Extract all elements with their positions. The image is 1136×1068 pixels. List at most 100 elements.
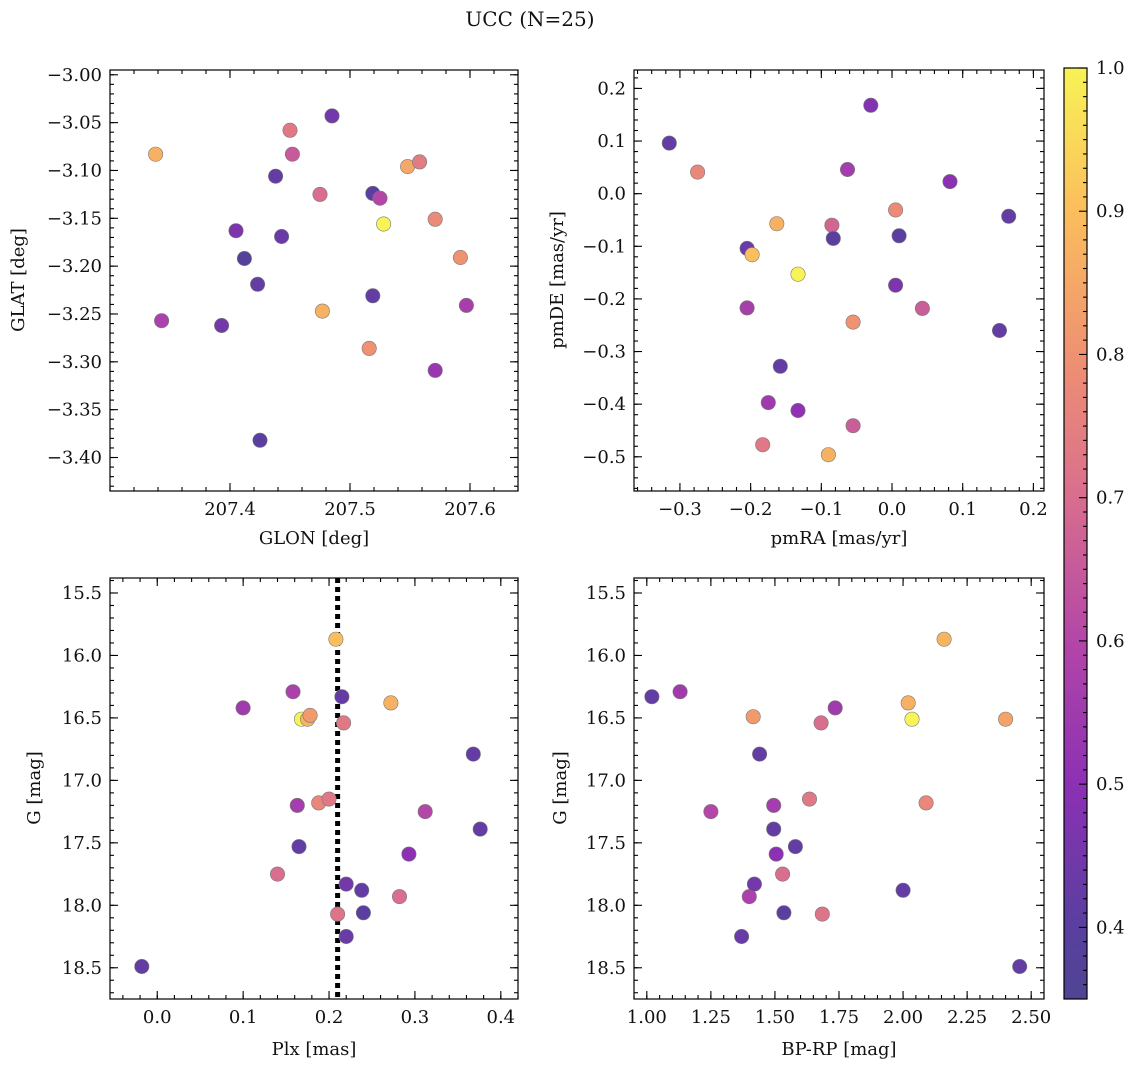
axes-frame: [109, 577, 519, 1000]
x-tick-label: 0.0: [143, 1007, 172, 1028]
x-tick-label: 1.75: [819, 1007, 859, 1028]
data-point: [768, 846, 784, 862]
data-point: [991, 322, 1007, 338]
colorbar-tick-label: 0.8: [1096, 344, 1125, 365]
colorbar-tick-label: 0.9: [1096, 201, 1125, 222]
y-tick-label: −3.30: [47, 352, 102, 373]
scatter-points-glon-glat: [148, 108, 474, 448]
x-tick-label: 0.4: [487, 1007, 516, 1028]
data-point: [745, 709, 761, 725]
data-point: [644, 689, 660, 705]
x-tick-label: 1.00: [627, 1007, 667, 1028]
data-point: [148, 146, 164, 162]
y-tick-label: −3.05: [47, 113, 102, 134]
data-point: [458, 297, 474, 313]
data-point: [769, 216, 785, 232]
y-tick-label: −3.15: [47, 208, 102, 229]
x-tick-label: −0.1: [799, 499, 843, 520]
axes-frame: [109, 69, 519, 492]
y-tick-label: −0.1: [582, 236, 626, 257]
x-tick-label: 0.2: [315, 1007, 344, 1028]
y-tick-label: −0.4: [582, 394, 626, 415]
data-point: [814, 906, 830, 922]
data-point: [361, 340, 377, 356]
data-point: [914, 300, 930, 316]
y-axis-label: G [mag]: [24, 751, 45, 824]
y-tick-label: 18.0: [586, 895, 626, 916]
x-tick-label: 1.25: [691, 1007, 731, 1028]
data-point: [776, 905, 792, 921]
data-point: [452, 250, 468, 266]
y-tick-label: 18.5: [586, 958, 626, 979]
data-point: [918, 795, 934, 811]
axes-frame: [633, 577, 1045, 1000]
y-tick-label: 17.5: [62, 833, 102, 854]
colorbar-tick-label: 0.7: [1096, 488, 1125, 509]
data-point: [417, 804, 433, 820]
axis-ticks: 1.00 1.25 1.50 1.75 2.00 2.25 2.50 15.5 16.0 16.5…: [586, 578, 1051, 1028]
colorbar: 0.4 0.5 0.6 0.7 0.8 0.9 1.0: [1063, 58, 1125, 1000]
data-point: [690, 164, 706, 180]
data-point: [328, 631, 344, 647]
data-point: [365, 288, 381, 304]
data-point: [324, 108, 340, 124]
y-tick-label: −3.00: [47, 65, 102, 86]
axis-ticks: 0.0 0.1 0.2 0.3 0.4 15.5 16.0 16.5 17.0 17.5 18.0 1…: [62, 578, 519, 1028]
x-tick-label: 207.5: [324, 499, 376, 520]
data-point: [252, 432, 268, 448]
data-point: [891, 228, 907, 244]
scatter-points-pmra-pmde: [661, 97, 1017, 463]
y-tick-label: −0.2: [582, 289, 626, 310]
y-tick-label: 16.0: [62, 645, 102, 666]
data-point: [895, 882, 911, 898]
axis-ticks: 207.4 207.5 207.6 −3.40 −3.35 −3.30 −3.25 −3.20…: [47, 65, 519, 520]
y-tick-label: 0.0: [597, 184, 626, 205]
data-point: [672, 684, 688, 700]
data-point: [355, 905, 371, 921]
panel-glon-glat: 207.4 207.5 207.6 −3.40 −3.35 −3.30 −3.25 −3.20…: [8, 65, 519, 549]
axis-ticks: −0.3 −0.2 −0.1 0.0 0.1 0.2 −0.5 −0.4 −0.3 −0.2 −0.…: [582, 70, 1048, 520]
data-point: [302, 707, 318, 723]
data-point: [900, 695, 916, 711]
data-point: [703, 804, 719, 820]
y-tick-label: −3.40: [47, 448, 102, 469]
panel-plx-g: 0.0 0.1 0.2 0.3 0.4 15.5 16.0 16.5 17.0 17.5 18.0 1…: [24, 577, 519, 1060]
data-point: [775, 866, 791, 882]
x-tick-label: 2.50: [1011, 1007, 1051, 1028]
y-tick-label: 16.5: [62, 708, 102, 729]
data-point: [338, 928, 354, 944]
data-point: [904, 711, 920, 727]
data-point: [465, 746, 481, 762]
data-point: [228, 223, 244, 239]
y-tick-label: 18.5: [62, 958, 102, 979]
x-tick-label: 207.6: [444, 499, 496, 520]
data-point: [752, 746, 768, 762]
data-point: [312, 186, 328, 202]
data-point: [236, 251, 252, 267]
data-point: [284, 146, 300, 162]
colorbar-gradient: [1064, 68, 1087, 999]
x-tick-label: 207.4: [204, 499, 256, 520]
x-tick-label: 0.2: [1019, 499, 1048, 520]
y-tick-label: −0.3: [582, 342, 626, 363]
data-point: [766, 821, 782, 837]
x-axis-label: pmRA [mas/yr]: [771, 528, 908, 549]
y-tick-label: 15.5: [62, 583, 102, 604]
data-point: [372, 190, 388, 206]
data-point: [235, 700, 251, 716]
y-tick-label: −3.10: [47, 160, 102, 181]
data-point: [734, 928, 750, 944]
y-tick-label: −3.25: [47, 304, 102, 325]
data-point: [321, 791, 337, 807]
x-tick-label: 0.1: [229, 1007, 258, 1028]
x-tick-label: 0.1: [948, 499, 977, 520]
data-point: [334, 689, 350, 705]
data-point: [755, 437, 771, 453]
data-point: [744, 247, 760, 263]
x-tick-label: −0.2: [729, 499, 773, 520]
colorbar-ticks: 0.4 0.5 0.6 0.7 0.8 0.9 1.0: [1079, 58, 1125, 986]
x-tick-label: 2.00: [883, 1007, 923, 1028]
x-axis-label: Plx [mas]: [272, 1039, 357, 1060]
data-point: [845, 314, 861, 330]
